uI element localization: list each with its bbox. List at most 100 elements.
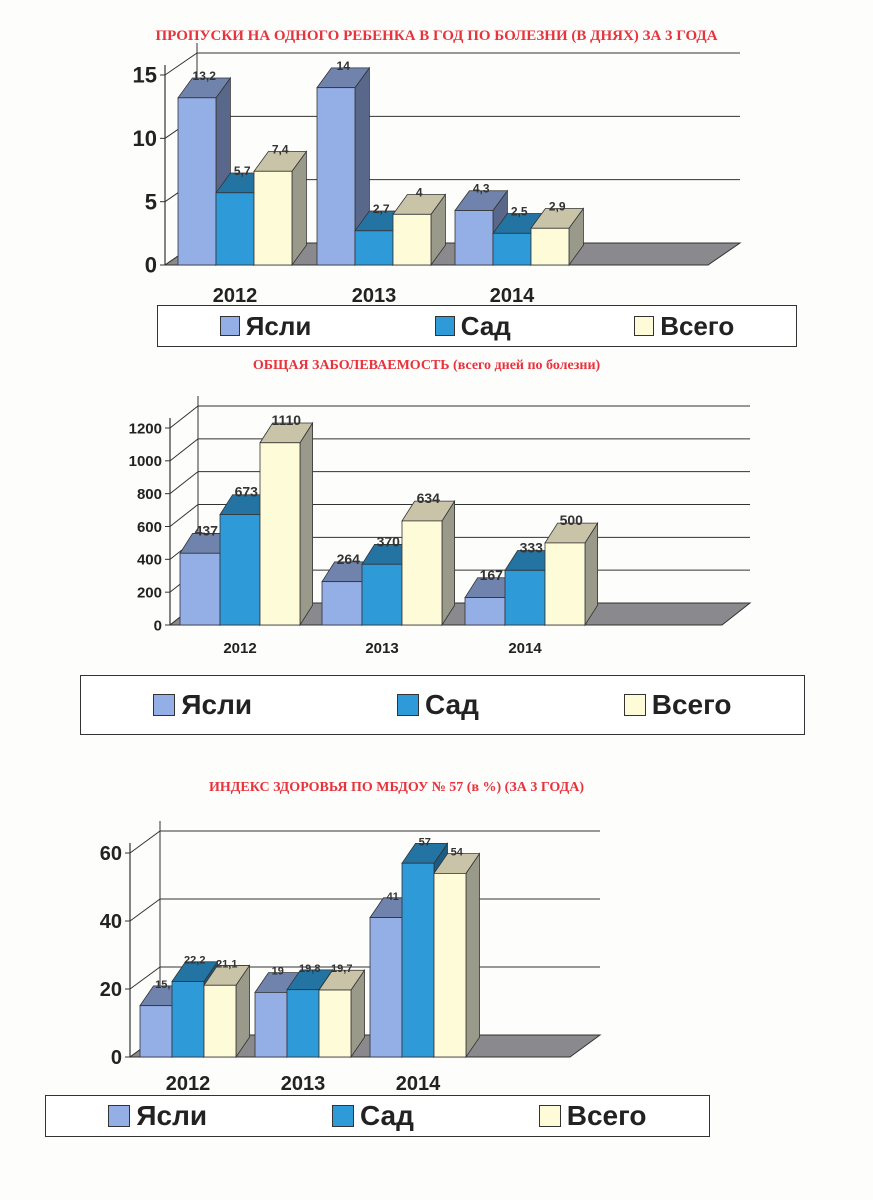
legend-label: Всего — [660, 310, 735, 341]
legend-label: Сад — [460, 310, 511, 341]
bar-Ясли-2014 — [369, 917, 403, 1058]
data-label: 21,1 — [216, 958, 237, 970]
bar-Сад-2014 — [401, 862, 435, 1058]
legend-label: Ясли — [181, 689, 253, 720]
chart3-title: ИНДЕКС ЗДОРОВЬЯ ПО МБДОУ № 57 (в %) (ЗА … — [208, 780, 585, 795]
data-label: 1110 — [271, 412, 301, 428]
x-category-label: 2014 — [490, 285, 535, 307]
data-label: 500 — [560, 512, 584, 528]
gridline — [129, 898, 600, 922]
bar-Ясли-2012 — [139, 1005, 173, 1058]
bar-Ясли-2014 — [464, 597, 506, 626]
bar-Всего-2013 — [401, 520, 443, 626]
legend-swatch — [434, 316, 455, 336]
legend-item: Сад — [331, 1100, 414, 1132]
x-category-label: 2012 — [213, 285, 258, 307]
bar-Сад-2014 — [492, 232, 532, 266]
bar-Всего-2014 — [530, 227, 570, 266]
x-category-label: 2013 — [365, 640, 398, 657]
y-tick-label: 5 — [145, 189, 157, 214]
x-category-label: 2012 — [223, 640, 256, 657]
legend-swatch — [623, 694, 646, 716]
y-tick-label: 400 — [137, 552, 162, 569]
gridline — [169, 405, 750, 429]
bar-Ясли-2013 — [321, 581, 363, 626]
y-tick-label: 1200 — [129, 420, 162, 437]
data-label: 15, — [155, 979, 170, 991]
chart1-title: ПРОПУСКИ НА ОДНОГО РЕБЕНКА В ГОД ПО БОЛЕ… — [155, 28, 718, 44]
data-label: 4,3 — [473, 182, 490, 196]
y-tick-label: 200 — [137, 584, 162, 601]
data-label: 13,2 — [193, 69, 217, 83]
x-category-label: 2014 — [396, 1073, 441, 1095]
data-label: 673 — [235, 484, 259, 500]
bar-Всего-2013 — [392, 213, 432, 266]
chart1-legend: Ясли Сад Всего — [157, 305, 797, 347]
data-label: 14 — [337, 59, 351, 73]
data-label: 2,7 — [373, 202, 390, 216]
data-label: 2,9 — [549, 199, 566, 213]
bar-Всего-2012 — [203, 984, 237, 1058]
bar-Ясли-2012 — [177, 97, 217, 266]
chart3-legend: Ясли Сад Всего — [45, 1095, 710, 1137]
legend-swatch — [108, 1105, 131, 1127]
data-label: 7,4 — [272, 142, 289, 156]
bar-Всего-2012 — [253, 170, 293, 266]
legend-label: Сад — [359, 1100, 414, 1131]
bar-Всего-2012 — [259, 442, 301, 626]
chart3: 0 20 40 60 15, 22,2 21,1 2012 19 19,8 19,7 2013 41 57… — [100, 821, 602, 1095]
data-label: 19 — [272, 966, 284, 978]
bar-Всего-2014 — [433, 873, 467, 1058]
bar-Сад-2012 — [215, 192, 255, 266]
legend-label: Ясли — [136, 1100, 208, 1131]
y-tick-label: 20 — [100, 979, 122, 1001]
x-category-label: 2014 — [508, 640, 542, 657]
y-tick-label: 60 — [100, 843, 122, 865]
data-label: 333 — [520, 540, 544, 556]
bar-Ясли-2012 — [179, 552, 221, 626]
legend-item: Всего — [623, 689, 732, 721]
legend-swatch — [153, 694, 176, 716]
gridline — [129, 830, 600, 854]
bar-side-Всего — [465, 852, 480, 1059]
gridline — [169, 438, 750, 462]
data-label: 41 — [387, 891, 399, 903]
legend-swatch — [219, 316, 240, 336]
bar-Сад-2013 — [286, 989, 320, 1058]
legend-swatch — [396, 694, 419, 716]
chart2-title: ОБЩАЯ ЗАБОЛЕВАЕМОСТЬ (всего дней по боле… — [252, 358, 601, 373]
data-label: 22,2 — [184, 955, 205, 967]
y-tick-label: 0 — [154, 617, 162, 634]
bar-side-Всего — [441, 499, 456, 627]
data-label: 4 — [416, 186, 423, 200]
y-tick-label: 800 — [137, 486, 162, 503]
legend-item: Всего — [634, 311, 734, 342]
bar-Сад-2013 — [361, 563, 403, 626]
x-category-label: 2012 — [166, 1073, 211, 1095]
legend-item: Ясли — [108, 1100, 207, 1132]
legend-item: Сад — [434, 310, 511, 342]
bar-Сад-2012 — [171, 981, 205, 1058]
data-label: 57 — [419, 836, 431, 848]
data-label: 167 — [480, 567, 504, 583]
legend-label: Ясли — [245, 310, 312, 341]
data-label: 437 — [195, 522, 219, 538]
legend-item: Сад — [396, 689, 479, 721]
bar-side-Всего — [299, 421, 314, 627]
data-label: 370 — [377, 533, 401, 549]
bar-Сад-2012 — [219, 514, 261, 626]
chart2-legend: Ясли Сад Всего — [80, 675, 805, 735]
y-tick-label: 1000 — [129, 453, 162, 470]
bar-Ясли-2013 — [316, 87, 356, 266]
bar-Всего-2013 — [318, 989, 352, 1058]
data-label: 19,7 — [331, 963, 352, 975]
x-category-label: 2013 — [281, 1073, 326, 1095]
legend-label: Всего — [651, 689, 732, 720]
data-label: 19,8 — [299, 963, 320, 975]
data-label: 264 — [337, 551, 361, 567]
legend-label: Сад — [424, 689, 479, 720]
legend-swatch — [331, 1105, 354, 1127]
bar-Ясли-2013 — [254, 992, 288, 1058]
